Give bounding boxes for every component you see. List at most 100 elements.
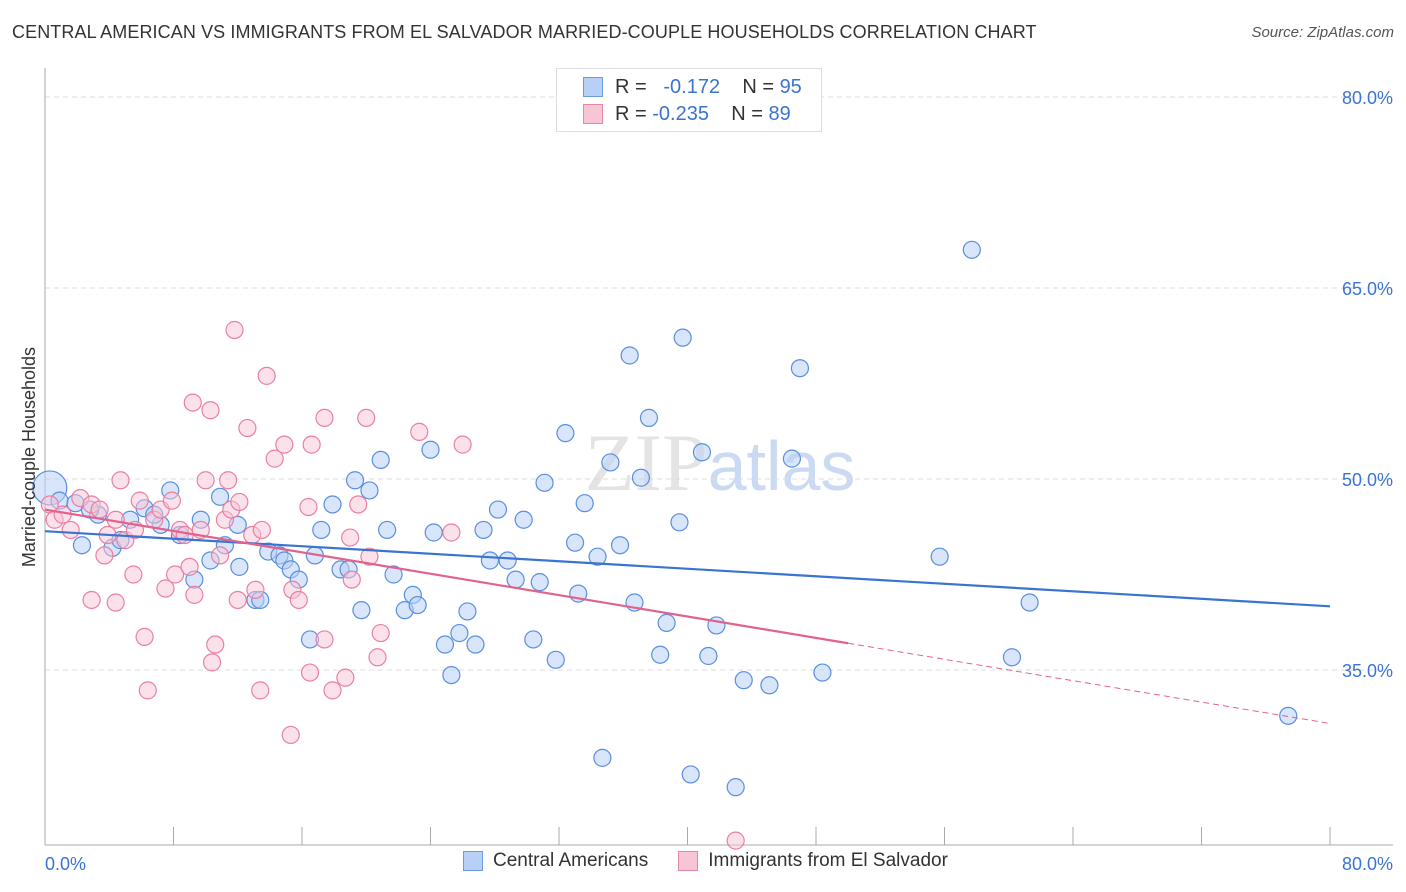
point-central-americans <box>565 533 585 552</box>
point-el-salvador <box>175 525 194 545</box>
point-el-salvador <box>300 663 320 682</box>
point-el-salvador <box>299 497 318 517</box>
n-label: N = <box>731 102 763 125</box>
point-el-salvador <box>210 546 230 565</box>
point-el-salvador <box>201 401 220 420</box>
point-el-salvador <box>138 681 157 700</box>
point-el-salvador <box>323 681 342 700</box>
point-el-salvador <box>219 471 238 490</box>
point-el-salvador <box>238 418 257 438</box>
point-el-salvador <box>289 590 308 610</box>
point-el-salvador <box>228 590 247 610</box>
x-tick-label: 80.0% <box>1342 854 1393 874</box>
point-el-salvador <box>156 579 175 598</box>
point-el-salvador <box>206 635 225 654</box>
point-el-salvador <box>357 408 376 427</box>
point-central-americans <box>726 778 745 797</box>
point-el-salvador <box>53 505 72 524</box>
point-central-americans <box>421 440 440 459</box>
legend-swatch-pink <box>583 104 603 124</box>
point-central-americans <box>466 635 485 654</box>
r-value: -0.172 <box>663 75 721 98</box>
point-el-salvador <box>183 393 202 412</box>
point-el-salvador <box>342 570 361 589</box>
point-el-salvador <box>336 668 355 687</box>
point-central-americans <box>962 240 981 259</box>
legend-stats: R = -0.172 N = 95 R = -0.235 N = 89 <box>556 68 822 132</box>
point-central-americans <box>524 630 543 649</box>
point-central-americans <box>458 602 477 621</box>
point-el-salvador <box>111 471 130 490</box>
point-central-americans <box>323 495 342 514</box>
point-central-americans <box>575 494 594 513</box>
point-central-americans <box>378 520 397 540</box>
point-el-salvador <box>315 408 334 427</box>
point-central-americans <box>782 449 802 468</box>
point-el-salvador <box>368 648 387 667</box>
point-central-americans <box>631 468 651 487</box>
point-central-americans <box>498 551 517 570</box>
point-el-salvador <box>230 492 249 512</box>
point-central-americans <box>1020 593 1039 612</box>
point-central-americans <box>72 536 92 555</box>
point-central-americans <box>651 645 670 664</box>
point-central-americans <box>424 523 443 542</box>
y-tick-label: 50.0% <box>1342 470 1393 490</box>
point-el-salvador <box>442 523 461 542</box>
point-central-americans <box>620 346 639 365</box>
point-central-americans <box>442 665 461 685</box>
point-central-americans <box>639 408 659 427</box>
point-el-salvador <box>61 520 80 540</box>
point-central-americans <box>530 573 549 592</box>
r-value: -0.235 <box>652 102 709 125</box>
legend-item-central-americans[interactable]: Central Americans <box>493 850 649 871</box>
point-central-americans <box>210 487 230 506</box>
legend-swatch-blue <box>583 77 603 97</box>
point-central-americans <box>384 565 403 584</box>
point-el-salvador <box>135 627 154 646</box>
source-label: Source: ZipAtlas.com <box>1251 24 1394 41</box>
point-el-salvador <box>360 547 379 566</box>
point-central-americans <box>760 676 779 695</box>
point-el-salvador <box>453 435 472 454</box>
point-el-salvador <box>315 630 334 649</box>
point-central-americans <box>930 547 949 566</box>
point-el-salvador <box>90 500 109 519</box>
n-value: 89 <box>768 102 791 125</box>
y-tick-label: 35.0% <box>1342 661 1393 681</box>
point-el-salvador <box>275 435 294 454</box>
legend-swatch-pink <box>678 851 699 871</box>
point-el-salvador <box>196 471 215 490</box>
legend-item-el-salvador[interactable]: Immigrants from El Salvador <box>708 850 948 871</box>
point-central-americans <box>657 613 676 632</box>
point-central-americans <box>450 623 469 643</box>
point-el-salvador <box>726 831 745 850</box>
r-label: R = <box>615 75 647 98</box>
legend-swatch-blue <box>463 851 483 871</box>
point-central-americans <box>670 513 689 532</box>
point-central-americans <box>360 481 379 500</box>
point-central-americans <box>1002 648 1022 667</box>
point-central-americans <box>230 557 249 576</box>
point-el-salvador <box>257 366 276 385</box>
point-central-americans <box>556 424 575 443</box>
point-el-salvador <box>95 546 114 565</box>
y-tick-label: 65.0% <box>1342 279 1393 299</box>
point-central-americans <box>345 471 365 490</box>
trend-line-central-americans <box>44 530 1331 608</box>
point-el-salvador <box>185 585 204 604</box>
trend-line-dashed <box>848 642 1331 724</box>
point-el-salvador <box>166 565 185 584</box>
x-tick-label: 0.0% <box>45 854 86 874</box>
watermark: ZIPatlas <box>585 417 856 508</box>
point-central-americans <box>408 595 427 615</box>
point-central-americans <box>692 443 712 462</box>
point-central-americans <box>480 551 500 570</box>
point-el-salvador <box>410 422 429 441</box>
trend-line-el-salvador <box>44 508 849 645</box>
point-central-americans <box>535 473 554 492</box>
point-el-salvador <box>281 725 300 745</box>
n-label: N = <box>742 75 774 98</box>
y-axis-label: Married-couple Households <box>19 347 39 567</box>
